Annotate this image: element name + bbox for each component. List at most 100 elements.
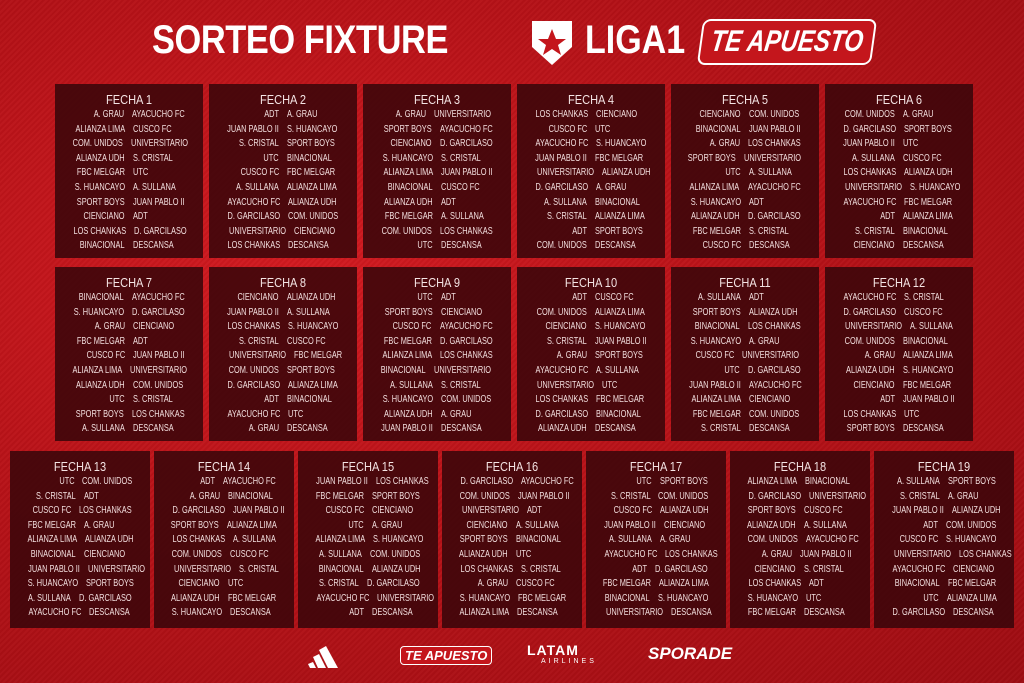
adidas-logo-icon	[308, 646, 338, 668]
home-team: AYACUCHO FC	[892, 563, 946, 575]
away-team-cell: D. GARCILASO	[128, 306, 203, 321]
home-team-cell: CIENCIANO	[154, 577, 224, 592]
away-team-cell: S. CRISTAL	[129, 152, 203, 167]
away-team: CIENCIANO	[133, 321, 175, 333]
home-team-cell: JUAN PABLO II	[874, 504, 948, 519]
away-team: UNIVERSITARIO	[433, 364, 491, 376]
home-team-cell: A. SULLANA	[874, 475, 944, 490]
away-team-cell: DESCANSA	[800, 606, 870, 621]
away-team-cell: FBC MELGAR	[290, 349, 359, 364]
home-team: FBC MELGAR	[692, 225, 741, 237]
home-team: ADT	[199, 476, 215, 487]
match-row: D. GARCILASO UNIVERSITARIO	[730, 490, 870, 505]
away-team: DESCANSA	[953, 607, 994, 619]
home-team-cell: ALIANZA LIMA	[55, 364, 126, 379]
away-team: A. GRAU	[287, 109, 318, 120]
home-team-cell: ADT	[209, 108, 283, 123]
away-team: FBC MELGAR	[287, 167, 336, 179]
home-team-cell: CUSCO FC	[586, 504, 656, 519]
away-team: UNIVERSITARIO	[743, 152, 801, 164]
match-row: S. CRISTAL ALIANZA LIMA	[517, 210, 665, 225]
home-team: SPORT BOYS	[77, 196, 125, 208]
away-team-cell: SPORT BOYS	[82, 577, 151, 592]
home-team-cell: A. SULLANA	[517, 196, 591, 211]
fecha-panel: FECHA 12 AYACUCHO FC S. CRISTAL D. GARCILAS…	[825, 267, 973, 441]
away-team: FBC MELGAR	[596, 394, 645, 406]
away-team-cell: ALIANZA UDH	[656, 504, 726, 519]
away-team-cell: COM. UNIDOS	[437, 393, 511, 408]
away-team-cell: D. GARCILASO	[436, 137, 511, 152]
away-team: LOS CHANKAS	[747, 138, 801, 150]
away-team: ALIANZA UDH	[660, 505, 709, 517]
away-team-cell: LOS CHANKAS	[128, 408, 203, 423]
home-team: COM. UNIDOS	[536, 240, 587, 252]
away-team: D. GARCILASO	[131, 306, 185, 318]
away-team: D. GARCILASO	[747, 364, 801, 376]
home-team: CIENCIANO	[853, 379, 895, 391]
home-team: LOS CHANKAS	[460, 563, 514, 575]
home-team-cell: AYACUCHO FC	[209, 196, 284, 211]
fecha-panel: FECHA 5 CIENCIANO COM. UNIDOS BINACIONAL JUA…	[671, 84, 819, 258]
latam-logo: LATAM AIRLINES	[527, 642, 597, 665]
away-team-cell: DESCANSA	[437, 422, 511, 437]
fecha-title: FECHA 17	[629, 459, 683, 474]
home-team: ADT	[572, 292, 587, 303]
home-team: ALIANZA UDH	[384, 408, 433, 420]
away-team: SPORT BOYS	[948, 476, 996, 487]
away-team: UNIVERSITARIO	[377, 592, 435, 604]
away-team: COM. UNIDOS	[288, 211, 339, 223]
fecha-panel: FECHA 1 A. GRAU AYACUCHO FC ALIANZA LIMA CUS…	[55, 84, 203, 258]
away-team: BINACIONAL	[287, 394, 332, 406]
away-team-cell: DESCANSA	[745, 239, 819, 254]
away-team-cell: JUAN PABLO II	[129, 196, 203, 211]
home-team: CUSCO FC	[548, 123, 587, 135]
match-row: COM. UNIDOS A. GRAU	[825, 108, 973, 123]
away-team: UTC	[602, 379, 618, 391]
fecha-panel: FECHA 15 JUAN PABLO II LOS CHANKAS FBC MELG…	[298, 451, 438, 628]
away-team-cell: CIENCIANO	[437, 306, 511, 321]
home-team-cell: AYACUCHO FC	[517, 364, 592, 379]
away-team: AYACUCHO FC	[747, 181, 801, 193]
home-team: JUAN PABLO II	[843, 138, 895, 150]
away-team: COM. UNIDOS	[749, 109, 800, 120]
home-team-cell: ALIANZA UDH	[671, 210, 744, 225]
home-team: AYACUCHO FC	[28, 607, 82, 619]
away-team: ALIANZA UDH	[288, 196, 337, 208]
home-team: FBC MELGAR	[383, 335, 432, 347]
home-team-cell: COM. UNIDOS	[825, 335, 899, 350]
home-team-cell: BINACIONAL	[874, 577, 944, 592]
match-row: AYACUCHO FC UTC	[209, 408, 357, 423]
away-team: AYACUCHO FC	[439, 123, 493, 135]
home-team-cell: A. SULLANA	[209, 181, 283, 196]
home-team: ADT	[923, 519, 939, 531]
away-team: S. HUANCAYO	[903, 364, 954, 376]
match-row: ADT ALIANZA LIMA	[825, 210, 973, 225]
away-team: A. GRAU	[948, 490, 979, 502]
home-team-cell: UTC	[363, 291, 437, 306]
home-team: BINACIONAL	[895, 578, 940, 590]
away-team: UTC	[516, 548, 532, 560]
home-team: ALIANZA LIMA	[459, 607, 510, 619]
home-team-cell: ALIANZA LIMA	[298, 533, 369, 548]
away-team: ADT	[441, 292, 456, 303]
home-team: S. CRISTAL	[239, 138, 279, 150]
away-team: A. SULLANA	[596, 364, 640, 376]
away-team-cell: S. CRISTAL	[129, 393, 203, 408]
home-team: A. SULLANA	[236, 181, 279, 193]
away-team-cell: S. HUANCAYO	[906, 181, 978, 196]
away-team: S. CRISTAL	[133, 394, 173, 406]
home-team: BINACIONAL	[78, 292, 124, 303]
home-team-cell: AYACUCHO FC	[10, 606, 85, 621]
match-row: A. SULLANA S. CRISTAL	[363, 379, 511, 394]
home-team-cell: UNIVERSITARIO	[874, 548, 955, 563]
home-team-cell: ADT	[209, 393, 283, 408]
away-team-cell: BINACIONAL	[512, 533, 582, 548]
away-team: ALIANZA LIMA	[946, 592, 997, 604]
home-team: AYACUCHO FC	[535, 138, 589, 150]
home-team-cell: D. GARCILASO	[730, 490, 805, 505]
away-team-cell: FBC MELGAR	[900, 196, 973, 211]
home-team: UNIVERSITARIO	[462, 505, 520, 517]
home-team-cell: A. SULLANA	[10, 592, 75, 607]
match-row: A. SULLANA SPORT BOYS	[874, 475, 1014, 490]
home-team: UNIVERSITARIO	[174, 563, 232, 575]
